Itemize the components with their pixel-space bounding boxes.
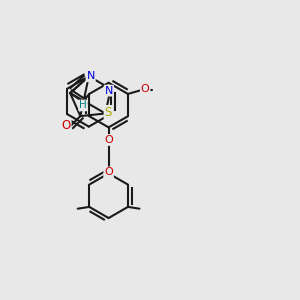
Text: S: S — [105, 106, 112, 119]
Text: N: N — [105, 85, 113, 96]
Text: N: N — [86, 71, 95, 81]
Text: H: H — [79, 100, 87, 110]
Text: O: O — [104, 167, 113, 177]
Text: O: O — [61, 119, 70, 132]
Text: O: O — [104, 135, 113, 145]
Text: O: O — [141, 84, 150, 94]
